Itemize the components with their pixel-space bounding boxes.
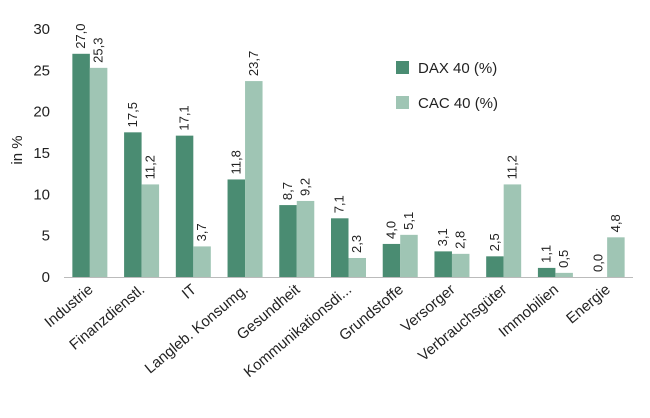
bar-dax-8 [486,256,504,277]
y-tick-label: 30 [33,21,50,38]
y-axis: 0 5 10 15 20 25 30 [33,21,50,286]
bar-dax-9 [537,267,556,277]
data-label-cac-0: 25,3 [91,38,106,63]
data-label-dax-5: 7,1 [332,195,347,213]
data-label-cac-6: 5,1 [401,212,416,230]
y-tick-label: 25 [33,62,50,79]
bar-cac-0 [89,67,108,277]
bar-dax-1 [124,132,142,277]
bar-cac-10 [607,237,625,277]
category-label: Verbrauchsgüter [415,281,510,365]
bar-dax-4 [279,205,297,277]
bar-cac-1 [141,184,160,277]
legend: DAX 40 (%) CAC 40 (%) [396,60,498,112]
data-label-cac-8: 11,2 [504,155,519,179]
data-label-cac-4: 9,2 [298,178,313,196]
y-tick-label: 10 [33,186,50,203]
bar-cac-9 [555,272,573,277]
data-label-cac-10: 4,8 [608,214,623,232]
legend-label-cac: CAC 40 (%) [418,95,498,112]
data-label-cac-2: 3,7 [194,223,209,241]
bar-dax-6 [382,243,401,277]
y-tick-label: 5 [42,228,50,245]
bar-cac-4 [296,200,315,277]
data-label-dax-4: 8,7 [280,182,295,200]
data-label-dax-9: 1,1 [539,245,554,263]
bars [72,53,625,277]
bar-dax-0 [72,53,90,277]
bar-dax-2 [175,135,194,277]
y-tick-label: 0 [42,269,50,286]
data-label-cac-7: 2,8 [453,231,468,249]
data-label-cac-9: 0,5 [556,250,571,268]
bar-cac-6 [400,234,418,277]
bar-dax-7 [434,251,452,277]
data-label-cac-1: 11,2 [142,155,157,179]
data-label-dax-8: 2,5 [487,233,502,251]
y-tick-label: 20 [33,104,50,121]
category-label: Energie [563,281,614,327]
data-label-dax-10: 0,0 [590,254,605,272]
category-label: IT [179,281,200,303]
data-labels: 27,025,3 17,5 11,2 17,1 3,7 11,8 23,7 8,7 9,2 7,1… [73,23,623,272]
legend-label-dax: DAX 40 (%) [418,60,497,77]
y-axis-title: in % [9,135,26,164]
data-label-dax-2: 17,1 [177,105,192,130]
bar-cac-7 [451,253,470,277]
data-label-cac-5: 2,3 [349,235,364,253]
bar-cac-3 [245,81,263,277]
data-label-dax-0: 27,0 [73,23,88,48]
bar-dax-3 [227,179,246,277]
legend-swatch-dax [396,61,409,74]
y-tick-label: 15 [33,145,50,162]
bar-dax-5 [331,218,349,277]
data-label-dax-7: 3,1 [435,228,450,246]
bar-cac-8 [503,184,522,277]
bar-cac-2 [193,246,211,277]
legend-swatch-cac [396,96,409,109]
data-label-dax-3: 11,8 [228,150,243,174]
data-label-dax-6: 4,0 [383,221,398,239]
data-label-dax-1: 17,5 [125,102,140,127]
data-label-cac-3: 23,7 [246,51,261,76]
bar-cac-5 [348,257,366,277]
